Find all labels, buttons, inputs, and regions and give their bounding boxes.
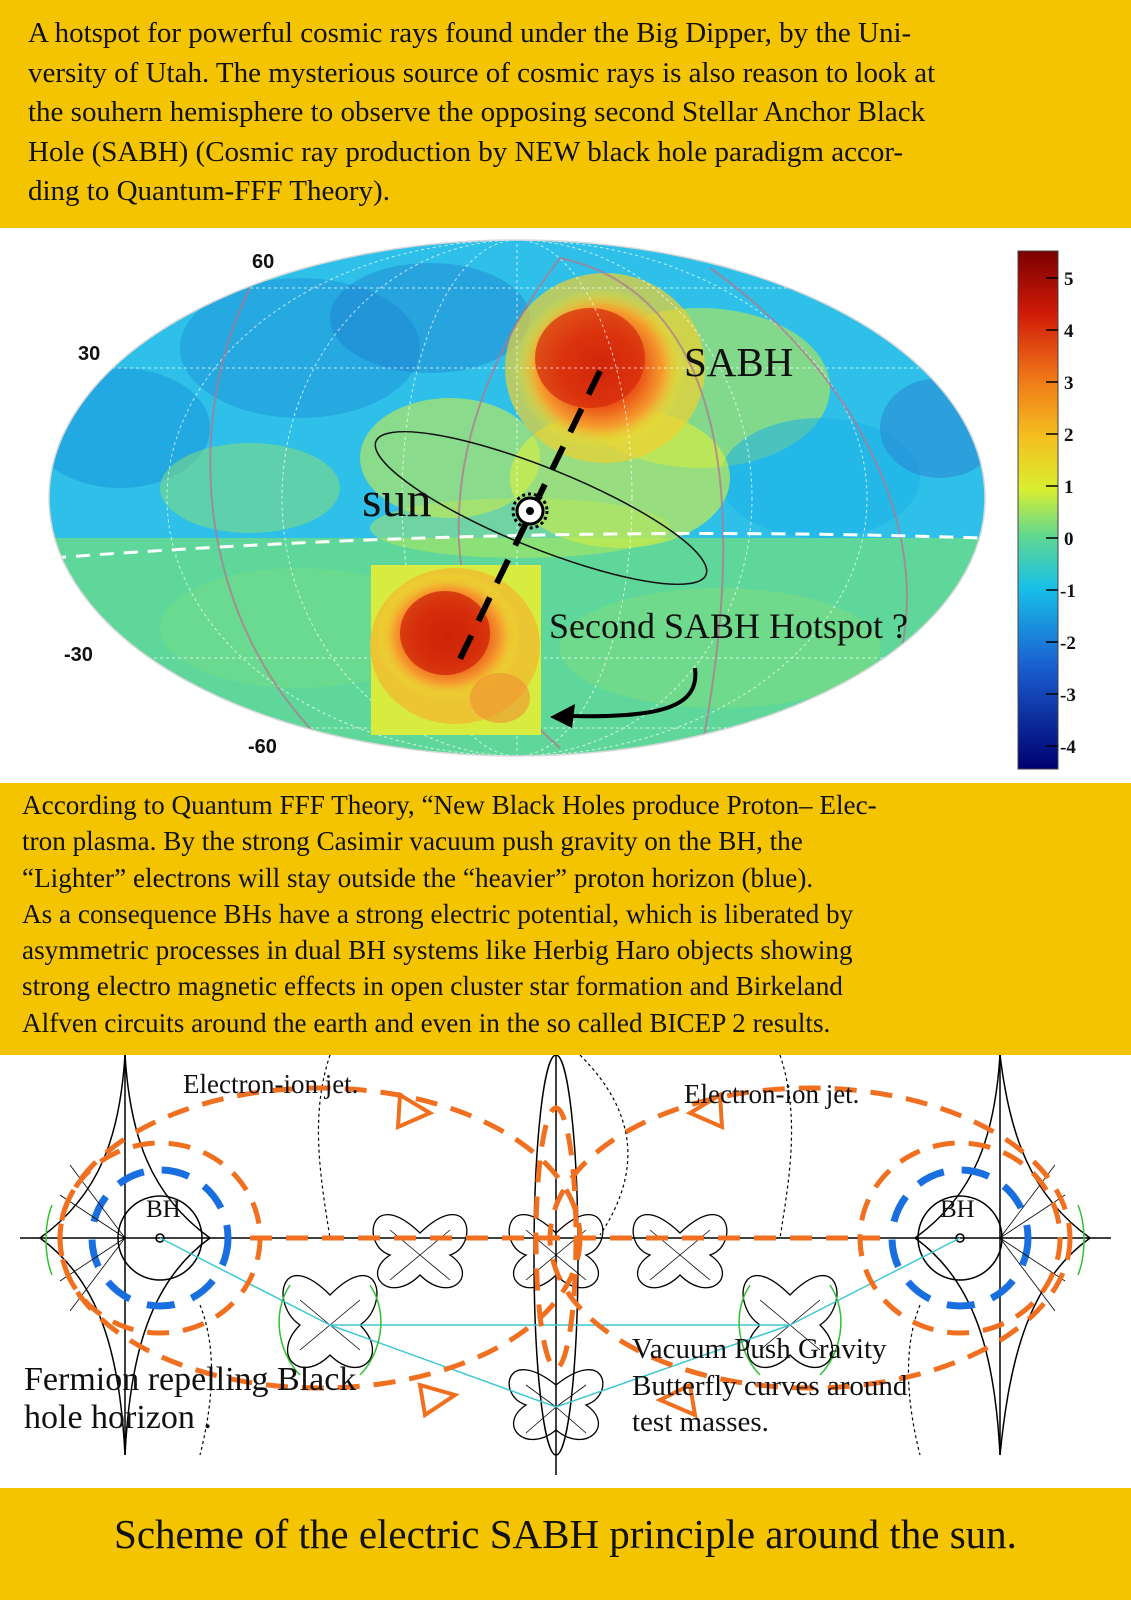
colorbar-tick: 0 [1064,529,1074,550]
caption-text: Scheme of the electric SABH principle ar… [114,1511,1017,1557]
intro-line: the souhern hemisphere to observe the op… [28,96,926,128]
sun-icon [511,492,549,530]
lat-label-30: 30 [78,343,100,365]
jet-label-right: Electron-ion jet. [684,1079,859,1109]
pointer-arrow [564,667,698,719]
green-curves [45,1204,1085,1376]
second-hotspot-label: Second SABH Hotspot ? [549,606,908,646]
theory-line: Alfven circuits around the earth and eve… [22,1007,831,1038]
fermion-label-line2: hole horizon . [24,1399,212,1436]
cyan-lines [159,1237,961,1408]
caption-band: Scheme of the electric SABH principle ar… [0,1488,1131,1600]
sabh-label: SABH [684,339,793,385]
colorbar-tick: -3 [1060,685,1076,706]
lat-label-neg30: -30 [64,644,93,666]
sky-map-svg: 60 30 -30 -60 SABH sun Second SABH Hotsp… [48,239,1076,770]
sky-map-panel: 60 30 -30 -60 SABH sun Second SABH Hotsp… [0,228,1131,783]
ecliptic-ellipse [374,430,708,586]
sabh-axis-line [455,369,603,665]
fermion-label-line1: Fermion repelling Black [24,1361,356,1398]
lat-label-60: 60 [252,251,274,273]
intro-text-band: A hotspot for powerful cosmic rays found… [0,0,1131,228]
colorbar-tick: -4 [1060,737,1076,758]
colorbar-tick: 5 [1064,269,1074,290]
vacuum-label-line3: test masses. [632,1406,769,1438]
colorbar-tick: 2 [1064,425,1074,446]
colorbar-tick: 4 [1064,321,1074,342]
colorbar-tick: 1 [1064,477,1074,498]
theory-line: strong electro magnetic effects in open … [22,971,843,1002]
second-hotspot-inset [370,565,541,735]
intro-line: ding to Quantum-FFF Theory). [28,175,390,207]
scheme-svg: Electron-ion jet. Electron-ion jet. BH B… [20,1054,1111,1475]
theory-line: asymmetric processes in dual BH systems … [22,935,853,966]
orange-arrowheads [395,1091,725,1419]
vacuum-label-line2: Butterfly curves around [632,1370,908,1402]
bh-right-group [888,1166,1032,1310]
sabh-scheme-panel: Electron-ion jet. Electron-ion jet. BH B… [0,1054,1131,1488]
intro-line: versity of Utah. The mysterious source o… [28,56,936,89]
theory-line: tron plasma. By the strong Casimir vacuu… [22,826,803,857]
theory-line: “Lighter” electrons will stay outside th… [22,862,814,893]
theory-text-band: According to Quantum FFF Theory, “New Bl… [0,783,1131,1055]
theory-line: As a consequence BHs have a strong elect… [22,898,854,929]
lat-label-neg60: -60 [248,736,277,758]
colorbar: 5 4 3 2 1 0 -1 -2 -3 -4 [1017,250,1076,770]
jet-label-left: Electron-ion jet. [183,1069,358,1099]
orange-current-loops [57,1085,1073,1391]
bh-label-right: BH [940,1196,975,1223]
colorbar-tick: -2 [1060,633,1076,654]
theory-line: According to Quantum FFF Theory, “New Bl… [22,790,877,820]
colorbar-tick: -1 [1060,581,1076,602]
vacuum-label-line1: Vacuum Push Gravity [632,1333,887,1365]
intro-line: Hole (SABH) (Cosmic ray production by NE… [28,135,904,168]
intro-line: A hotspot for powerful cosmic rays found… [28,17,912,49]
sun-label: sun [362,471,431,527]
galactic-curves [209,257,908,756]
colorbar-tick: 3 [1064,373,1074,394]
bh-label-left: BH [146,1196,181,1223]
bh-left-group [88,1166,232,1310]
